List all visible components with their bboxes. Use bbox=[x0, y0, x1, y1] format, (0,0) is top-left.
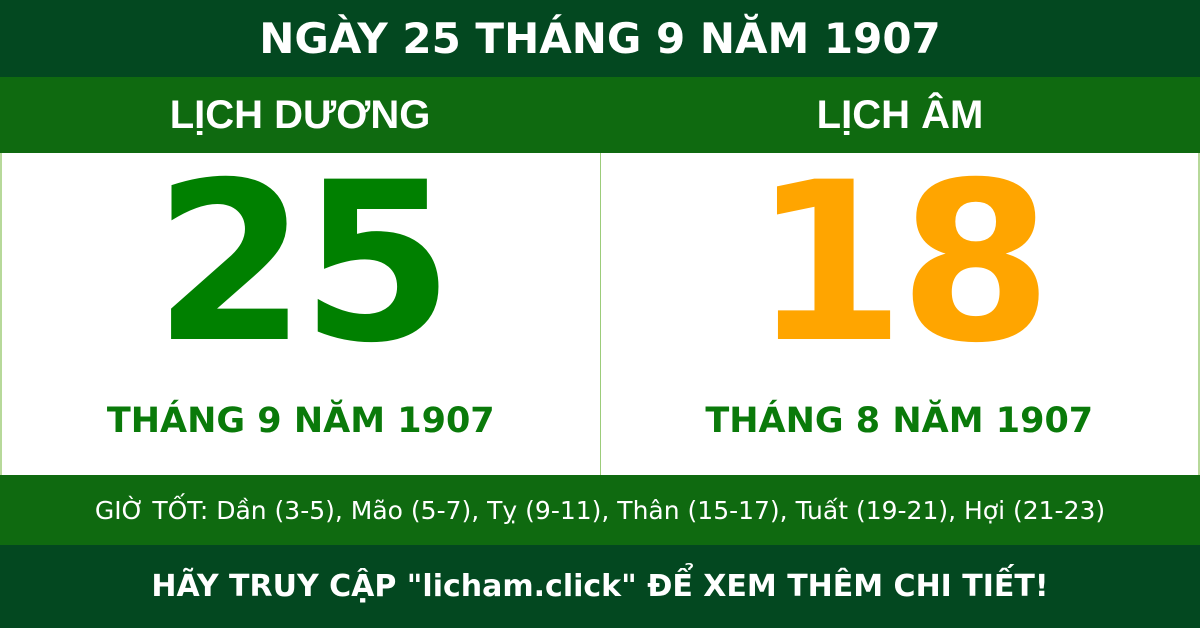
solar-heading: LỊCH DƯƠNG bbox=[169, 92, 431, 137]
footer-cta: HÃY TRUY CẬP "licham.click" ĐỂ XEM THÊM … bbox=[0, 545, 1200, 628]
good-hours: GIỜ TỐT: Dần (3-5), Mão (5-7), Tỵ (9-11)… bbox=[0, 475, 1200, 545]
solar-day: 25 bbox=[153, 135, 454, 391]
calendar-headers: LỊCH DƯƠNG LỊCH ÂM bbox=[0, 77, 1200, 153]
calendar-body: 25 THÁNG 9 NĂM 1907 18 THÁNG 8 NĂM 1907 bbox=[0, 153, 1200, 475]
lunar-heading: LỊCH ÂM bbox=[816, 92, 984, 137]
lunar-column: 18 THÁNG 8 NĂM 1907 bbox=[599, 135, 1199, 475]
lunar-day: 18 bbox=[752, 135, 1052, 391]
lunar-month-year: THÁNG 8 NĂM 1907 bbox=[705, 401, 1094, 441]
solar-month-year: THÁNG 9 NĂM 1907 bbox=[106, 401, 495, 441]
solar-column: 25 THÁNG 9 NĂM 1907 bbox=[2, 153, 600, 475]
page-title: NGÀY 25 THÁNG 9 NĂM 1907 bbox=[0, 0, 1200, 77]
